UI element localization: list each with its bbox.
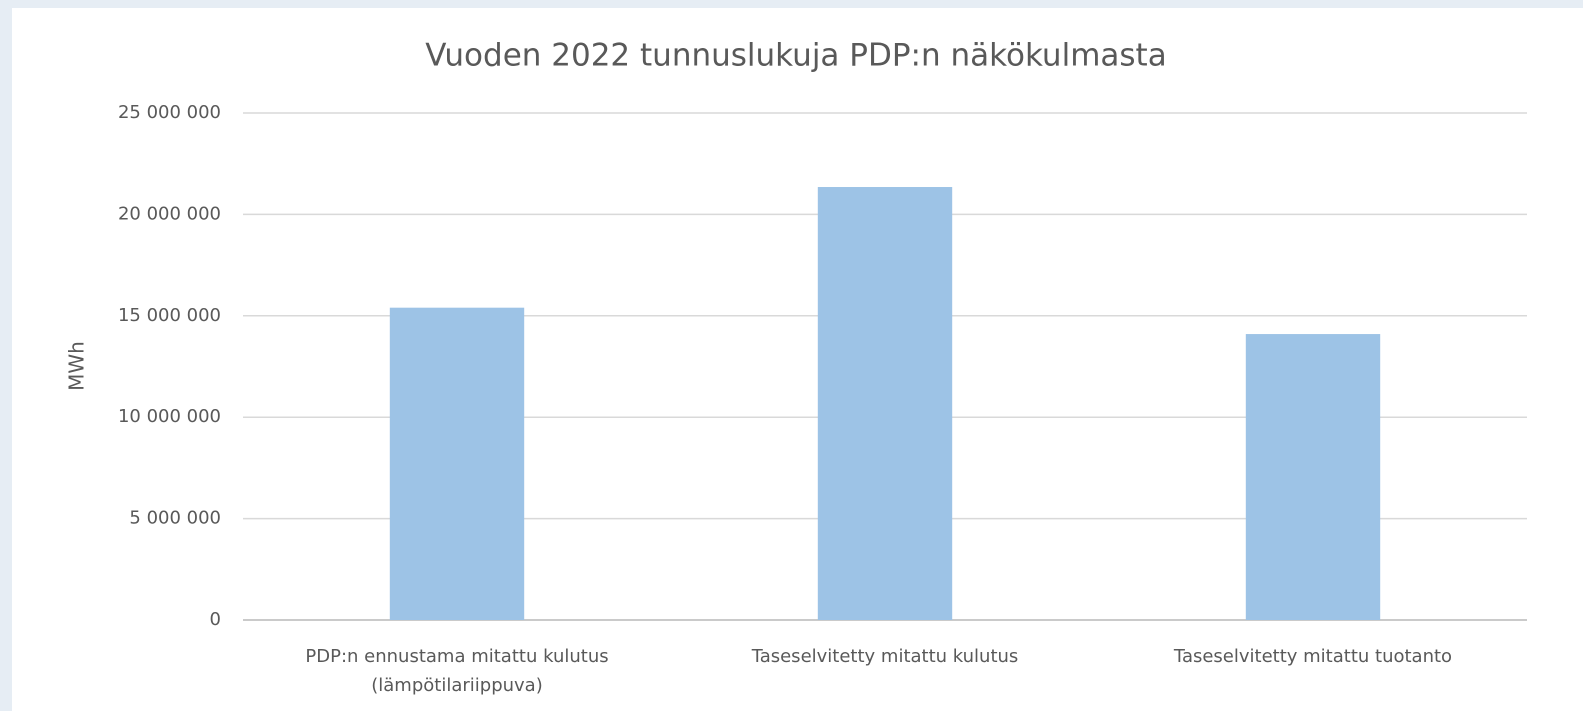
x-tick-label: PDP:n ennustama mitattu kulutus (lämpöti… xyxy=(305,646,609,696)
x-tick-label: Taseselvitetty mitattu tuotanto xyxy=(1173,646,1453,667)
bar xyxy=(817,187,953,620)
y-tick-label: 25 000 000 xyxy=(118,102,221,123)
y-tick-label: 20 000 000 xyxy=(118,203,221,224)
chart-title: Vuoden 2022 tunnuslukuja PDP:n näkökulma… xyxy=(425,38,1166,74)
y-tick-label: 5 000 000 xyxy=(129,508,221,529)
y-axis-label: MWh xyxy=(65,341,89,391)
x-tick-label: Taseselvitetty mitattu kulutus xyxy=(751,646,1019,667)
bar xyxy=(1245,334,1381,620)
y-tick-label: 0 xyxy=(210,609,221,630)
y-tick-label: 10 000 000 xyxy=(118,406,221,427)
y-tick-label: 15 000 000 xyxy=(118,305,221,326)
bar xyxy=(389,307,525,620)
